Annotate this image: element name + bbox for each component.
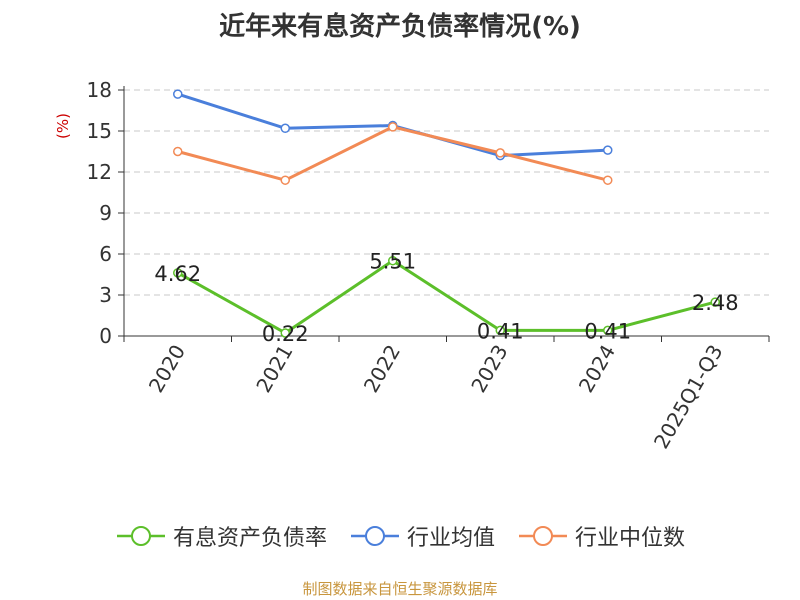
data-point <box>495 148 505 158</box>
y-axis-label: (%) <box>54 113 72 139</box>
data-point <box>280 175 290 185</box>
x-tick-label: 2021 <box>251 341 297 397</box>
source-note: 制图数据来自恒生聚源数据库 <box>302 580 498 598</box>
data-point <box>603 175 613 185</box>
data-point <box>173 268 183 278</box>
legend-label: 行业中位数 <box>575 526 686 551</box>
x-tick-label: 2025Q1-Q3 <box>649 341 728 453</box>
label-layer: 4.62 0.22 5.51 0.41 0.41 2.48 <box>154 250 738 346</box>
data-point <box>710 297 720 307</box>
data-label: 4.62 <box>154 262 201 286</box>
legend-swatch-icon <box>519 526 567 546</box>
chart-title: 近年来有息资产负债率情况(%) <box>219 12 581 42</box>
legend-item[interactable]: 行业均值 <box>349 520 495 552</box>
x-tick-label: 2023 <box>466 341 512 397</box>
data-label: 0.41 <box>584 319 631 343</box>
y-tick-label: 3 <box>99 283 112 307</box>
x-tick-label: 2022 <box>359 341 405 397</box>
data-point <box>603 325 613 336</box>
y-tick-label: 15 <box>87 119 112 143</box>
series-layer <box>173 89 720 338</box>
y-tick-label: 18 <box>87 78 112 102</box>
legend-label: 有息资产负债率 <box>172 526 327 551</box>
legend-swatch-icon <box>116 526 165 546</box>
y-tick-label: 6 <box>99 242 112 266</box>
data-point <box>280 123 290 134</box>
x-tick-label: 2020 <box>144 341 190 397</box>
data-point <box>388 122 398 132</box>
data-point <box>173 146 183 157</box>
legend: 有息资产负债率 行业均值 行业中位数 <box>0 520 800 552</box>
y-tick-label: 9 <box>99 201 112 225</box>
data-point <box>280 328 290 338</box>
x-tick-label: 2024 <box>574 341 620 397</box>
axis-layer: 0 3 6 9 12 15 18 2020 2021 2022 2023 2024 2025Q1-Q3 <box>87 78 770 453</box>
legend-label: 行业均值 <box>406 526 495 551</box>
data-point <box>173 89 183 99</box>
data-label: 0.22 <box>262 322 309 346</box>
grid-layer <box>124 89 769 296</box>
data-point <box>603 145 613 155</box>
y-tick-label: 12 <box>87 160 112 184</box>
data-label: 0.41 <box>477 319 524 343</box>
y-tick-label: 0 <box>99 324 112 348</box>
legend-item[interactable]: 有息资产负债率 <box>115 520 327 552</box>
legend-item[interactable]: 行业中位数 <box>517 520 685 552</box>
data-point <box>388 255 398 266</box>
legend-swatch-icon <box>350 526 399 546</box>
series-line <box>177 259 716 335</box>
data-label: 2.48 <box>692 291 739 315</box>
data-point <box>495 325 505 336</box>
data-label: 5.51 <box>369 250 416 274</box>
